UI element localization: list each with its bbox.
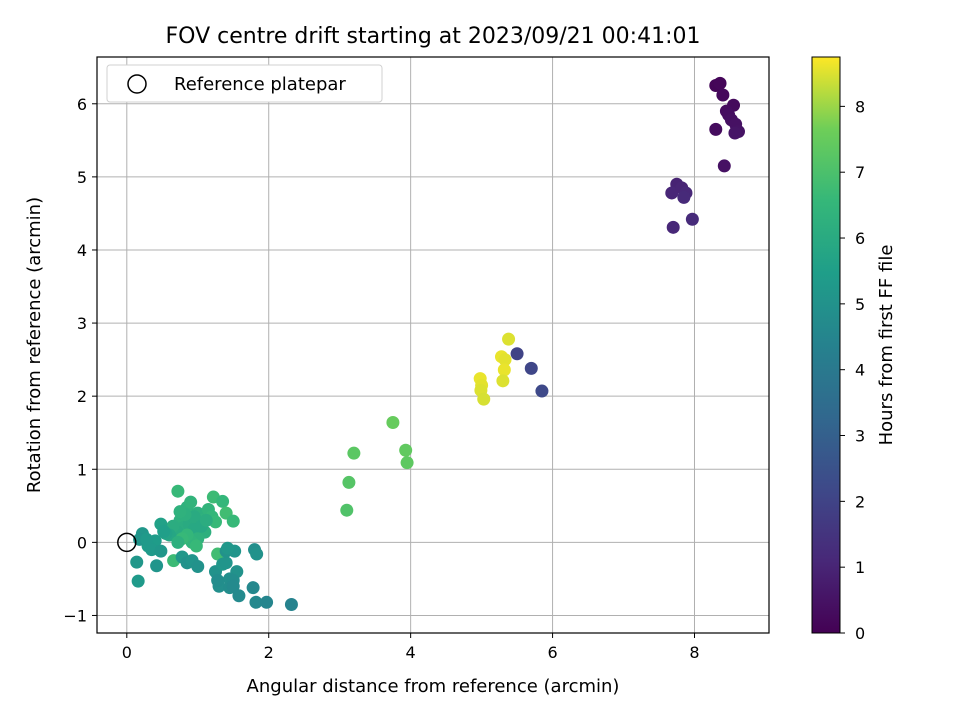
scatter-point [497,363,511,377]
y-tick-label: 6 [77,95,87,114]
scatter-point [716,88,730,102]
scatter-point [246,581,260,595]
scatter-point [677,190,691,204]
colorbar-tick-label: 2 [855,492,865,511]
scatter-points [130,76,745,611]
scatter-point [717,159,731,173]
scatter-point [502,332,516,346]
scatter-point [535,384,549,398]
chart-title: FOV centre drift starting at 2023/09/21 … [166,24,701,49]
scatter-point [131,574,145,588]
scatter-point [284,597,298,611]
scatter-point [399,443,413,457]
plot-frame [96,56,770,634]
scatter-point [199,513,213,527]
scatter-point [140,532,154,546]
scatter-point [226,579,240,593]
colorbar-tick-label: 3 [855,427,865,446]
scatter-point [250,547,264,561]
scatter-point [232,589,246,603]
reference-platepar-marker [117,532,137,553]
scatter-point [221,541,235,555]
grid-lines [97,57,769,633]
x-tick-label: 8 [689,643,699,662]
colorbar-tick-label: 7 [855,163,865,182]
colorbar [811,56,841,634]
scatter-point [524,361,538,375]
scatter-point [685,212,699,226]
scatter-point [154,544,168,558]
y-tick-label: 1 [77,460,87,479]
y-tick-label: 5 [77,168,87,187]
scatter-point [260,595,274,609]
colorbar-tick-label: 4 [855,361,865,380]
scatter-point [728,126,742,140]
legend-box [106,64,383,103]
scatter-point [340,503,354,517]
colorbar-tick-label: 5 [855,295,865,314]
scatter-point [219,556,233,570]
colorbar-tick-label: 1 [855,558,865,577]
scatter-point [157,524,171,538]
scatter-point [709,122,723,136]
scatter-point [498,353,512,367]
scatter-point [173,505,187,519]
scatter-point [171,535,185,549]
x-tick-label: 4 [406,643,416,662]
legend-marker-icon [127,74,147,94]
legend-label: Reference platepar [174,74,346,95]
x-axis-title: Angular distance from reference (arcmin) [247,676,620,697]
scatter-point [189,539,203,553]
y-tick-label: 4 [77,241,87,260]
colorbar-tick-label: 0 [855,624,865,643]
colorbar-tick-label: 6 [855,229,865,248]
scatter-point [211,573,225,587]
legend: Reference platepar [106,64,383,103]
y-tick-label: 0 [77,533,87,552]
scatter-point [666,220,680,234]
colorbar-title: Hours from first FF file [876,245,897,446]
scatter-point [665,186,679,200]
scatter-point [477,392,491,406]
scatter-point [191,559,205,573]
scatter-point [342,475,356,489]
axis-ticks: 0 2 4 6 8 −1 0 1 2 3 4 5 6 [63,95,699,662]
scatter-point [400,456,414,470]
scatter-point [184,495,198,509]
scatter-point [171,484,185,498]
y-tick-label: 2 [77,387,87,406]
scatter-point [347,446,361,460]
y-tick-label: 3 [77,314,87,333]
scatter-point [386,415,400,429]
colorbar-ticks: 0 1 2 3 4 5 6 7 8 [840,97,865,643]
x-tick-label: 0 [122,643,132,662]
y-tick-label: −1 [63,606,87,625]
colorbar-tick-label: 8 [855,97,865,116]
scatter-point [510,347,524,361]
scatter-point [150,559,164,573]
scatter-point [249,595,263,609]
scatter-point [496,374,510,388]
scatter-point [130,555,144,569]
scatter-point [226,514,240,528]
x-tick-label: 2 [264,643,274,662]
scatter-point [216,494,230,508]
x-tick-label: 6 [547,643,557,662]
scatter-point [713,76,727,90]
y-axis-title: Rotation from reference (arcmin) [24,197,45,493]
